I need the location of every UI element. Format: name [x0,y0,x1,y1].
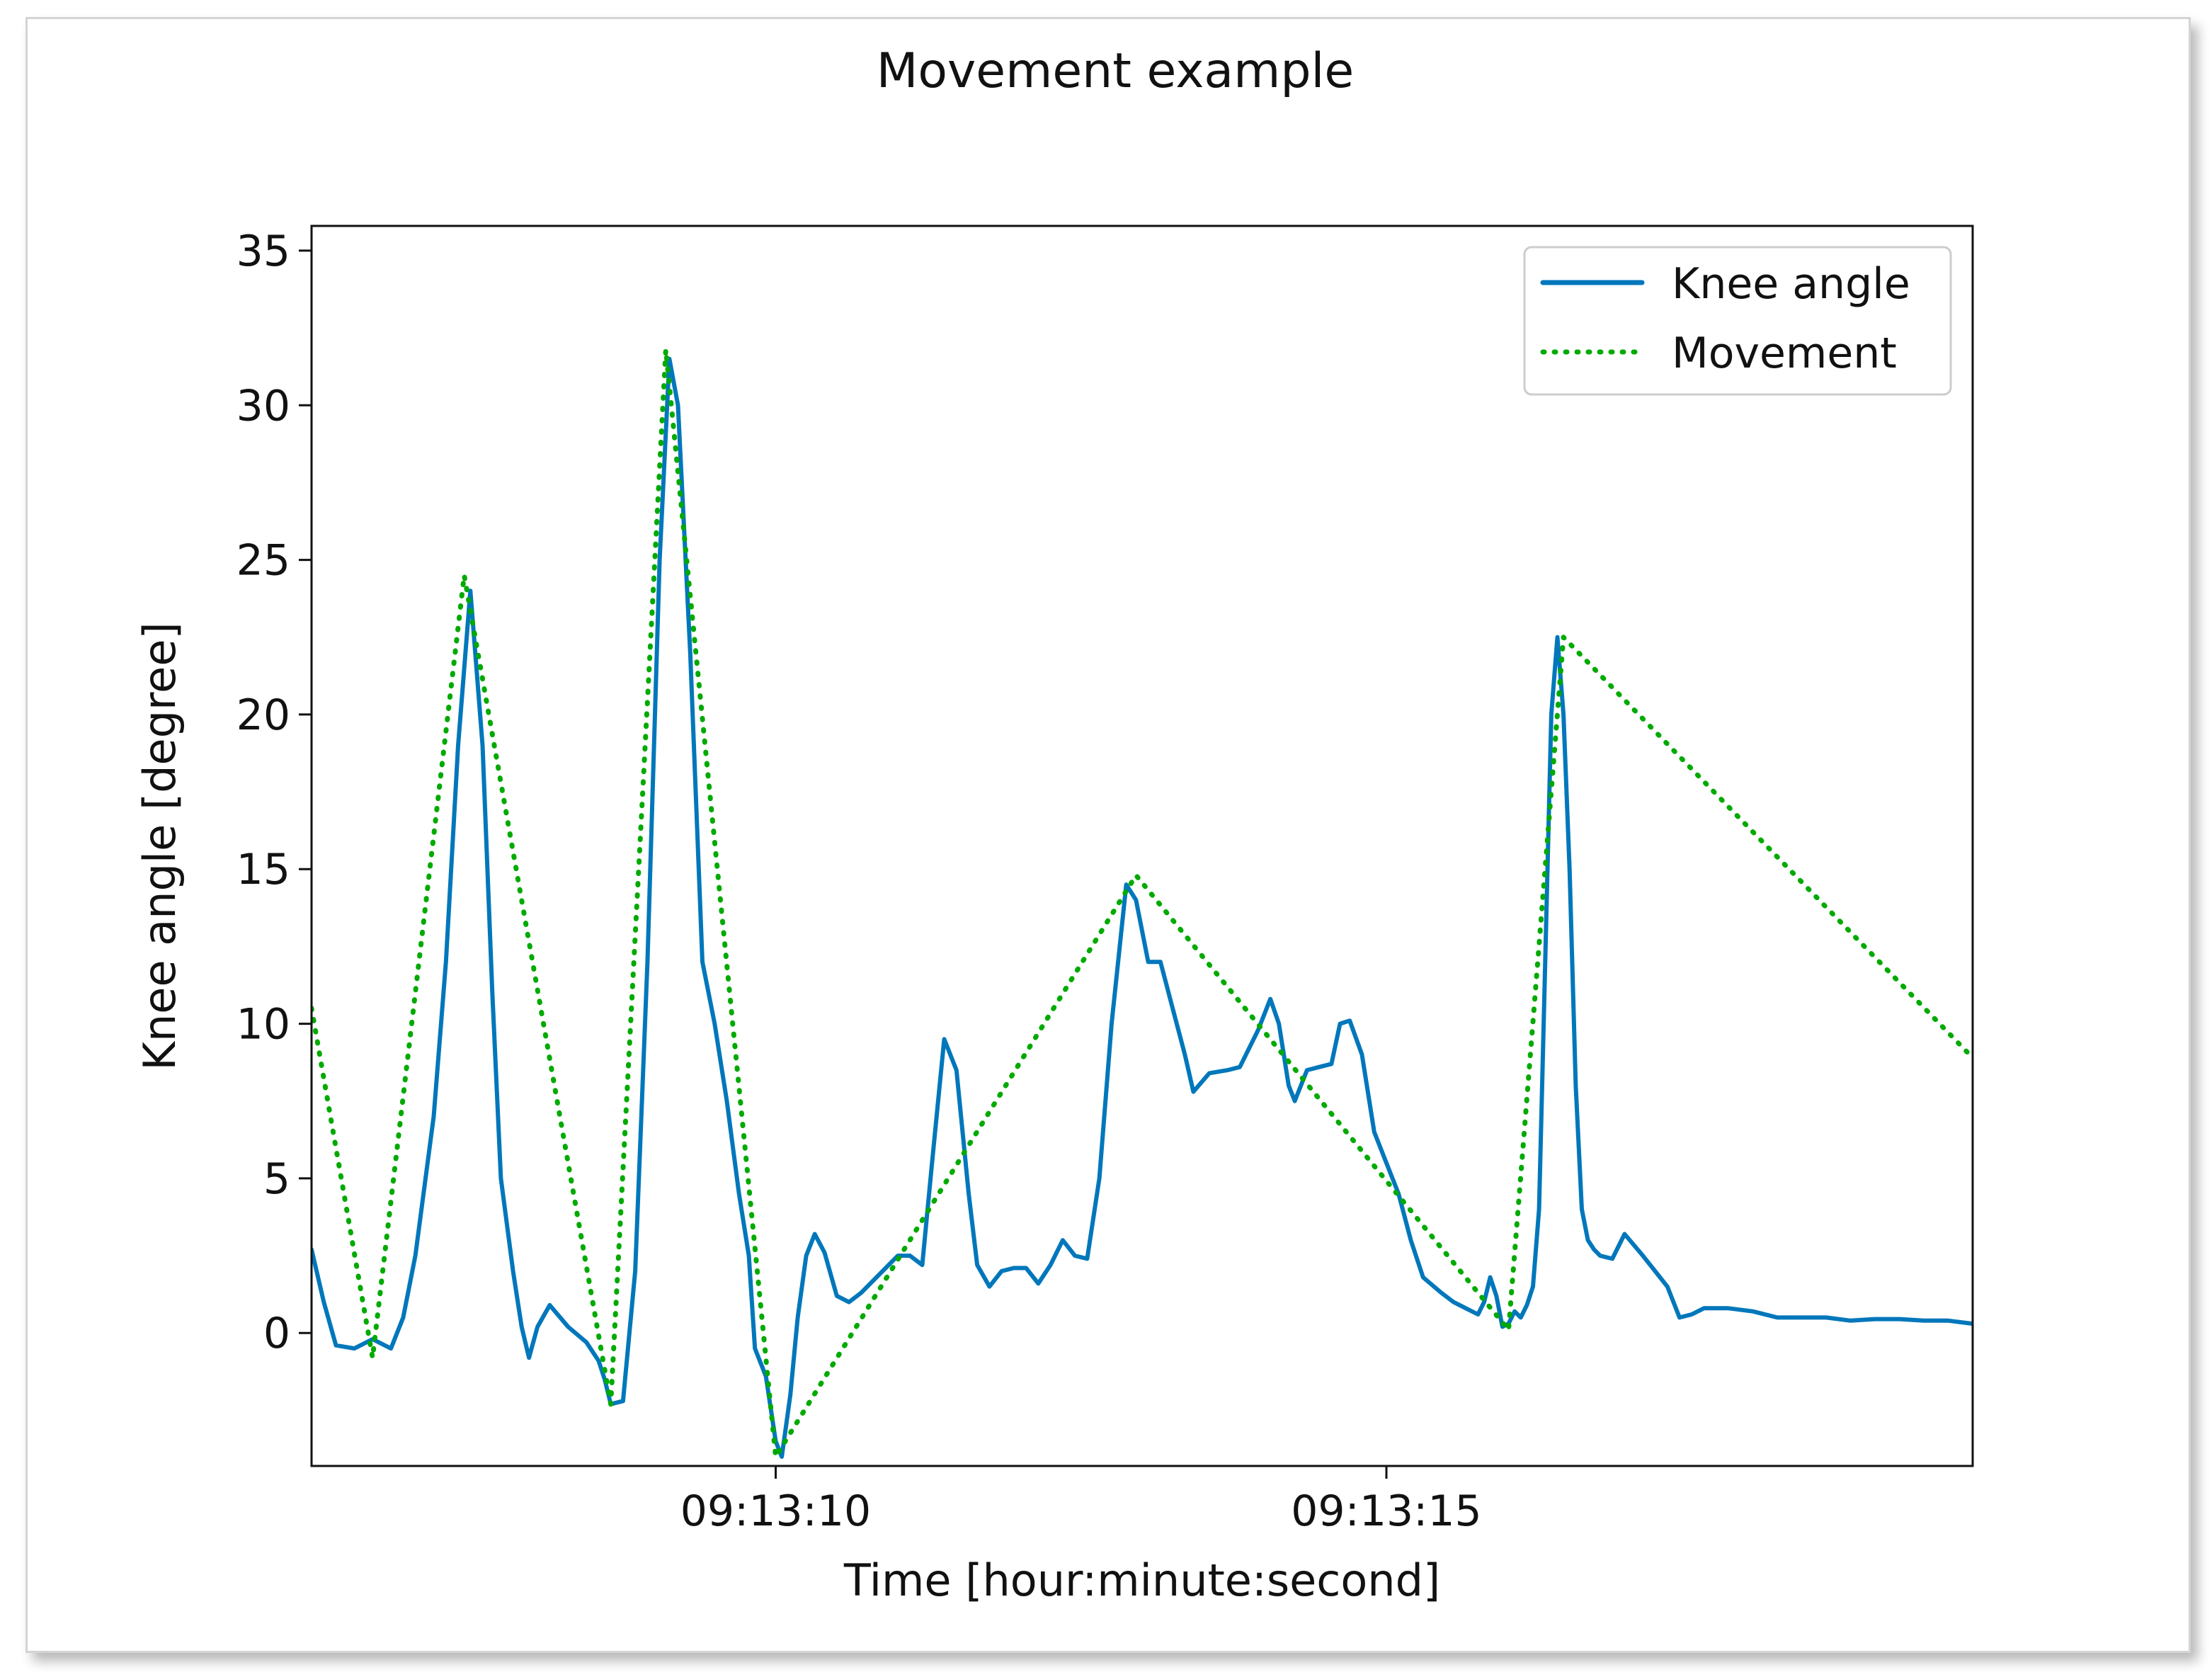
legend: Knee angle Movement [1523,246,1952,396]
y-axis-label: Knee angle [degree] [134,622,186,1070]
figure-frame: Movement example 0 5 10 15 20 25 30 35 09:13:10… [25,17,2191,1653]
series-layer [312,347,1973,1460]
x-tick-label: 09:13:15 [1291,1486,1481,1536]
legend-label-movement: Movement [1672,329,1897,378]
y-tick-label: 10 [236,1000,290,1050]
y-tick-label: 35 [236,227,290,276]
line-chart: Movement example 0 5 10 15 20 25 30 35 09:13:10… [134,43,1974,1606]
y-axis-ticks: 0 5 10 15 20 25 30 35 [236,227,312,1358]
y-tick-label: 15 [236,845,290,894]
x-tick-label: 09:13:10 [680,1486,871,1536]
x-axis-label: Time [hour:minute:second] [843,1554,1440,1606]
y-tick-label: 25 [236,536,290,586]
series-line-movement [312,347,1973,1460]
y-tick-label: 0 [263,1309,290,1358]
plot-area-border [310,224,1974,1467]
legend-label-knee-angle: Knee angle [1672,259,1910,309]
y-tick-label: 30 [236,381,290,431]
chart-title: Movement example [877,43,1355,99]
y-tick-label: 5 [263,1154,290,1204]
y-tick-label: 20 [236,690,290,740]
series-line-knee-angle [312,356,1973,1459]
x-axis-ticks: 09:13:10 09:13:15 [680,1466,1482,1536]
